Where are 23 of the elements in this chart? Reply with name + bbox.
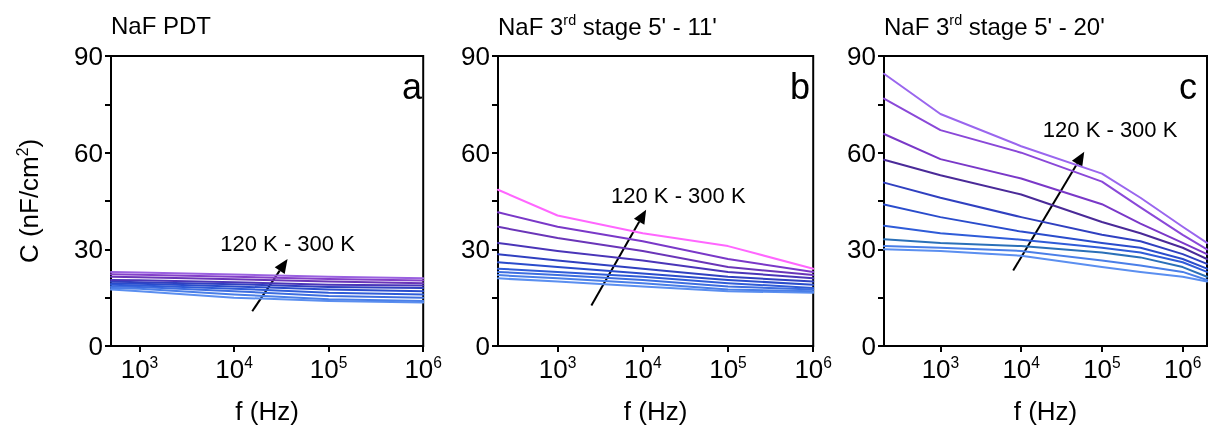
x-axis-title: f (Hz) <box>235 396 299 426</box>
y-tick-label: 60 <box>74 137 103 168</box>
x-axis-title: f (Hz) <box>1013 396 1078 426</box>
y-axis-title: C (nF/cm2) <box>13 138 44 264</box>
y-tick-label: 0 <box>88 331 103 361</box>
y-tick-label: 30 <box>847 234 876 265</box>
y-tick-label: 30 <box>74 234 103 265</box>
annotation: 120 K - 300 K <box>1042 117 1178 143</box>
annotation: a <box>401 65 423 107</box>
chart-title: NaF PDT <box>111 11 212 39</box>
x-axis-title: f (Hz) <box>623 396 688 426</box>
y-tick-label: 90 <box>461 41 490 71</box>
annotation: b <box>789 65 810 107</box>
annotation: 120 K - 300 K <box>220 230 356 256</box>
annotation: 120 K - 300 K <box>611 182 746 208</box>
y-tick-label: 90 <box>847 41 876 71</box>
y-tick-label: 0 <box>475 331 490 361</box>
y-tick-label: 0 <box>861 331 876 361</box>
y-tick-label: 30 <box>461 234 490 265</box>
annotation: c <box>1179 65 1197 107</box>
y-tick-label: 90 <box>74 41 103 71</box>
y-tick-label: 60 <box>461 137 490 168</box>
y-tick-label: 60 <box>847 137 876 168</box>
